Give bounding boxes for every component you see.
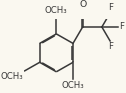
Text: F: F <box>120 23 124 32</box>
Text: O: O <box>79 0 86 9</box>
Text: OCH₃: OCH₃ <box>62 81 84 90</box>
Text: F: F <box>108 42 113 51</box>
Text: OCH₃: OCH₃ <box>1 72 23 81</box>
Text: OCH₃: OCH₃ <box>45 6 68 15</box>
Text: F: F <box>108 3 113 12</box>
